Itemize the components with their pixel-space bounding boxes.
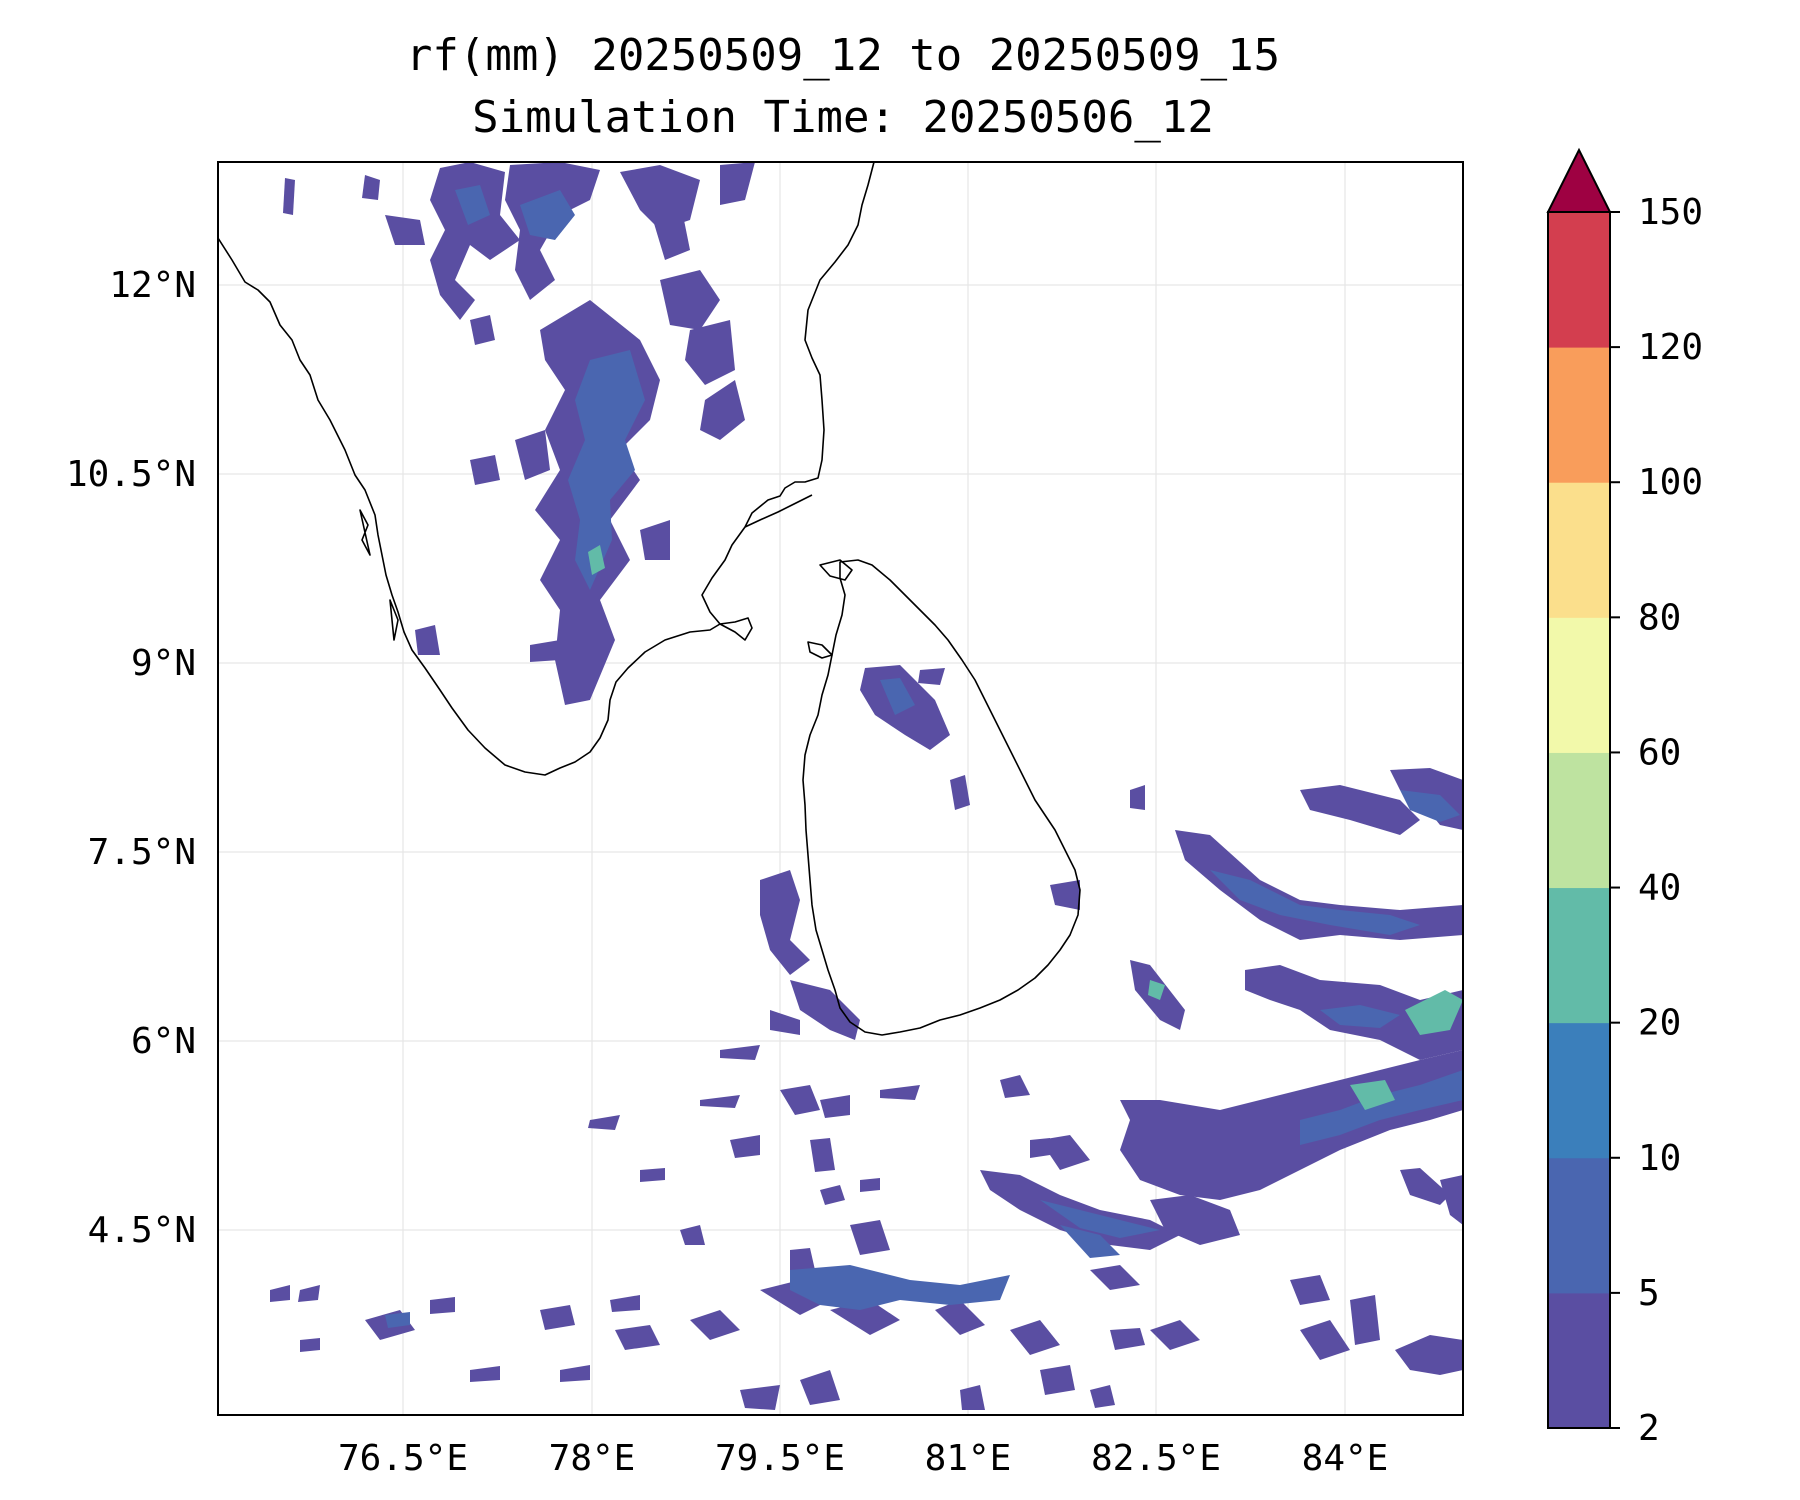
colorbar-segment [1548,212,1610,348]
jaffna-peninsula [819,559,853,581]
map-frame [217,161,1464,1416]
colorbar-segment [1548,752,1610,889]
lat-tick-label: 9°N [131,643,196,684]
kerala-lagoon [389,599,399,641]
colorbar-segment [1548,1157,1610,1294]
lon-tick-labels: 76.5°E 78°E 79.5°E 81°E 82.5°E 84°E [338,1438,1388,1479]
india-coastline [218,162,875,776]
colorbar-segment [1548,482,1610,618]
gulf-of-mannar-coast [719,617,753,641]
lon-tick-label: 82.5°E [1091,1438,1221,1479]
colorbar-segment [1548,347,1610,483]
colorbar-tick-label: 60 [1638,732,1681,773]
lat-tick-label: 10.5°N [66,454,196,495]
colorbar-segment [1548,887,1610,1024]
colorbar-frame [1547,211,1611,1429]
colorbar-extend-arrow [1546,147,1612,213]
lon-tick-label: 84°E [1302,1438,1389,1479]
lon-tick-label: 81°E [925,1438,1012,1479]
palk-bay-coast [744,494,813,528]
lat-tick-label: 6°N [131,1021,196,1062]
lat-tick-label: 7.5°N [88,832,196,873]
colorbar-tick-label: 40 [1638,868,1681,909]
colorbar-segment [1548,1292,1610,1429]
lat-tick-labels: 12°N 10.5°N 9°N 7.5°N 6°N 4.5°N [66,265,196,1251]
lon-tick-label: 78°E [549,1438,636,1479]
gridlines [218,162,1463,1415]
colorbar-tick-label: 20 [1638,1003,1681,1044]
lat-tick-label: 12°N [109,265,196,306]
colorbar-tick-label: 150 [1638,192,1703,233]
map-title-line-1: rf(mm) 20250509_12 to 20250509_15 [405,30,1281,81]
colorbar-tick-label: 120 [1638,327,1703,368]
colorbar-tick-label: 10 [1638,1138,1681,1179]
colorbar-tick-label: 80 [1638,597,1681,638]
lat-tick-label: 4.5°N [88,1210,196,1251]
lon-tick-label: 79.5°E [715,1438,845,1479]
rainfall-contours [270,162,1463,1410]
map-panel [217,161,1464,1416]
coastlines [218,162,1081,1036]
colorbar: 2 5 10 20 40 60 80 100 120 150 [1546,147,1703,1449]
mannar-island [807,641,833,659]
colorbar-segment [1548,617,1610,753]
colorbar-tick-label: 2 [1638,1408,1660,1449]
colorbar-tick-label: 100 [1638,462,1703,503]
map-background [218,162,1463,1415]
colorbar-tick-label: 5 [1638,1273,1660,1314]
kerala-backwaters [359,509,371,556]
lon-tick-label: 76.5°E [338,1438,468,1479]
map-title-line-2: Simulation Time: 20250506_12 [472,92,1214,143]
colorbar-segment [1548,1022,1610,1159]
sri-lanka-coastline [802,559,1081,1036]
